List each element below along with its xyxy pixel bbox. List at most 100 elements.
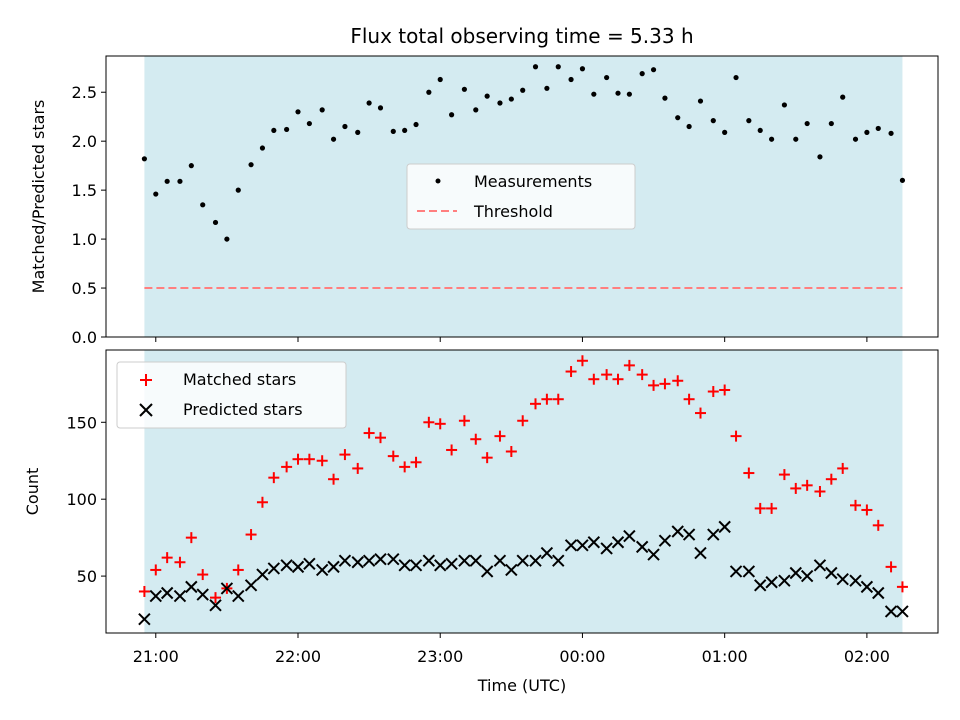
measurement-point (697, 98, 704, 104)
top-x-ticks (155, 337, 868, 342)
y-tick-label: 2.5 (72, 83, 97, 102)
predicted-star-point (244, 579, 258, 592)
predicted-star-point (872, 586, 885, 600)
measurement-point (390, 128, 396, 134)
matched-star-point (161, 552, 173, 564)
predicted-star-point (256, 568, 269, 581)
measurement-point (828, 120, 834, 127)
matched-star-point (517, 415, 529, 427)
matched-star-point (339, 449, 351, 461)
measurement-point (330, 136, 337, 142)
predicted-star-point (173, 589, 187, 603)
y-tick-label: 2.0 (72, 132, 97, 151)
predicted-star-point (658, 534, 672, 547)
y-tick-label: 0.5 (72, 279, 97, 298)
predicted-star-point (671, 525, 684, 538)
matched-star-point (885, 561, 897, 573)
matched-star-point (672, 375, 684, 387)
predicted-star-point (220, 582, 234, 595)
matched-star-point (719, 384, 731, 396)
measurement-point (212, 219, 219, 226)
matched-star-point (470, 433, 482, 445)
measurement-point (840, 94, 846, 100)
predicted-star-point (778, 574, 791, 587)
measurement-point (473, 107, 479, 113)
matched-star-point (766, 502, 778, 514)
matched-star-point (565, 366, 577, 378)
measurement-point (793, 136, 799, 142)
matched-star-point (399, 461, 411, 473)
measurement-point (200, 202, 206, 208)
measurement-point (769, 136, 775, 142)
predicted-star-point (409, 559, 423, 572)
predicted-star-point (327, 560, 340, 574)
measurement-point (804, 120, 810, 127)
measurement-point (626, 91, 632, 97)
measurement-point (568, 76, 574, 83)
measurement-point (235, 187, 241, 193)
matched-star-point (434, 418, 446, 430)
measurement-point (355, 129, 361, 135)
matched-star-point (683, 393, 695, 405)
top-legend-box (406, 163, 636, 230)
measurement-point (413, 121, 419, 128)
measurement-point (342, 123, 348, 130)
matched-star-point (790, 482, 802, 494)
matched-star-point (446, 444, 458, 456)
matched-star-point (245, 529, 257, 541)
matched-star-point (814, 486, 826, 497)
measurement-point (141, 156, 147, 162)
measurement-point (295, 109, 301, 115)
bottom-legend: Matched stars Predicted stars (116, 361, 347, 429)
predicted-star-point (434, 559, 447, 572)
measurement-point (520, 87, 526, 93)
matched-star-point (387, 450, 399, 462)
predicted-star-point (458, 554, 471, 567)
measurement-point (532, 64, 539, 70)
bottom-x-ticks: 21:00 22:00 23:00 00:00 01:00 02:00 (133, 633, 890, 666)
matched-star-point (694, 407, 706, 419)
predicted-star-point (160, 586, 174, 600)
x-tick-label: 22:00 (275, 647, 321, 666)
predicted-star-point (280, 559, 293, 572)
measurement-point (188, 163, 194, 169)
matched-star-point (659, 378, 671, 390)
predicted-star-point (185, 580, 198, 594)
matched-star-point (494, 430, 506, 442)
predicted-star-point (540, 546, 554, 560)
matched-star-point (185, 532, 197, 544)
bottom-y-axis-label: Count (23, 468, 42, 516)
predicted-star-point (707, 528, 720, 541)
matched-star-point (292, 453, 304, 465)
matched-star-point (197, 569, 209, 581)
x-tick-label: 02:00 (844, 647, 890, 666)
measurement-point (686, 123, 692, 130)
measurement-point (675, 115, 681, 121)
predicted-star-point (564, 539, 578, 552)
matched-star-point (576, 355, 588, 367)
measurement-point (615, 90, 621, 96)
measurement-point (639, 71, 645, 77)
measurement-point (306, 120, 312, 127)
measurement-point (484, 93, 490, 99)
predicted-star-point (480, 565, 494, 578)
predicted-star-point (682, 528, 696, 541)
predicted-star-point (196, 588, 209, 601)
matched-star-point (552, 393, 564, 405)
measurement-point (875, 125, 881, 132)
measurement-point (377, 105, 384, 111)
measurement-point (508, 96, 514, 102)
matched-star-point (730, 430, 742, 442)
predicted-star-point (493, 554, 507, 567)
top-legend: Measurements Threshold (406, 163, 636, 230)
measurement-point (733, 74, 739, 81)
matched-star-point (210, 592, 222, 604)
measurement-point (437, 76, 443, 83)
predicted-star-point (742, 565, 756, 578)
predicted-star-point (800, 569, 814, 583)
predicted-star-point (422, 554, 436, 567)
matched-star-point (636, 369, 648, 381)
measurement-point (259, 145, 266, 151)
measurement-point (366, 100, 372, 106)
predicted-star-point (351, 556, 364, 569)
